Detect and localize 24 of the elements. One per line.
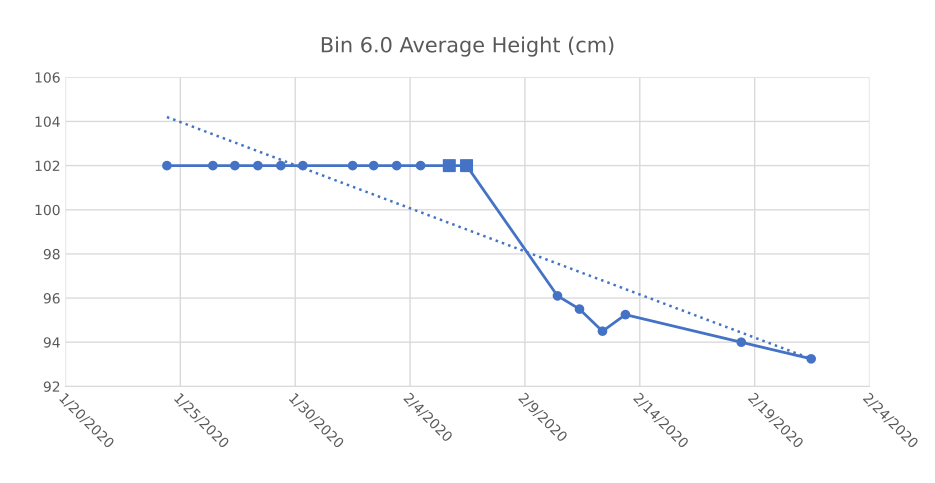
point <box>208 160 218 170</box>
y-tick-label: 98 <box>44 248 60 260</box>
point <box>276 160 286 170</box>
point <box>348 160 358 170</box>
point <box>552 291 562 301</box>
y-tick-label: 94 <box>44 337 60 348</box>
chart-title: Bin 6.0 Average Height (cm) <box>322 36 614 57</box>
point <box>392 160 402 170</box>
point <box>736 337 746 348</box>
y-tick-label: 102 <box>36 160 60 172</box>
point <box>230 160 240 170</box>
point <box>574 304 584 314</box>
y-tick-label: 106 <box>36 72 60 83</box>
point <box>620 310 630 320</box>
point <box>598 326 608 336</box>
point <box>253 160 263 170</box>
y-tick-label: 96 <box>44 293 60 304</box>
point <box>162 160 172 170</box>
y-tick-label: 100 <box>36 204 60 216</box>
y-tick-label: 92 <box>44 381 60 392</box>
point <box>806 354 816 364</box>
point <box>416 160 426 170</box>
y-tick-label: 104 <box>36 116 60 127</box>
point <box>368 160 379 170</box>
